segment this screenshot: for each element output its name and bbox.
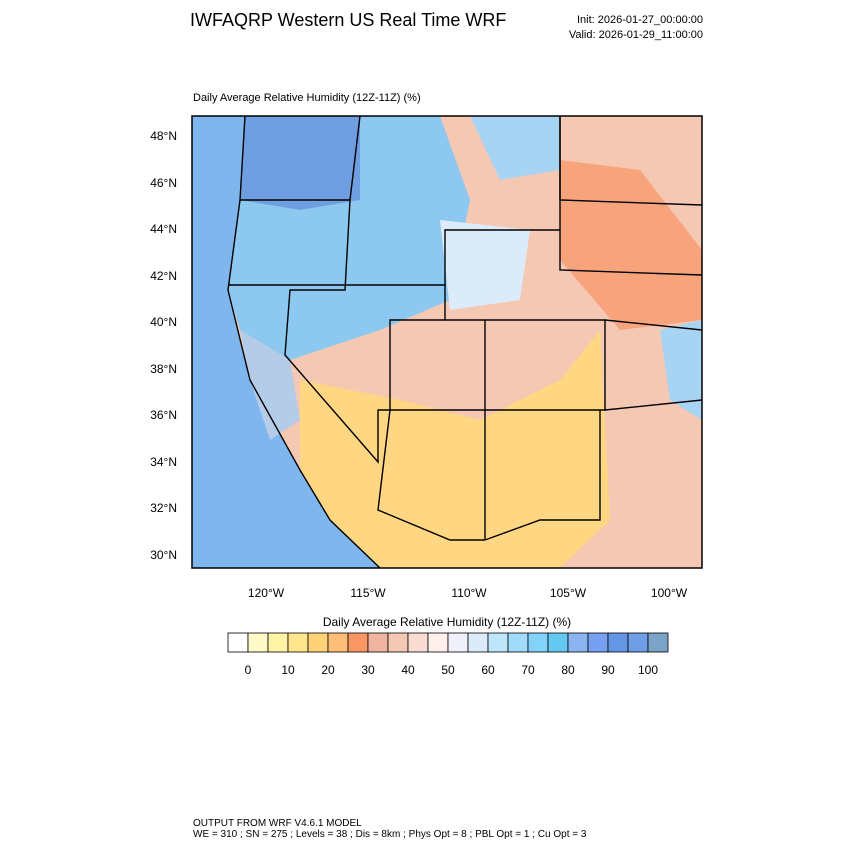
colorbar-title: Daily Average Relative Humidity (12Z-11Z…: [323, 615, 571, 629]
lat-label: 42°N: [150, 269, 177, 283]
humid-east: [660, 320, 702, 420]
map-title: Daily Average Relative Humidity (12Z-11Z…: [193, 92, 421, 104]
colorbar-box: [507, 632, 529, 653]
lat-label: 38°N: [150, 362, 177, 376]
colorbar-box: [287, 632, 309, 653]
colorbar: 0 10 20 30 40 50 60 70 80 90 100: [227, 632, 669, 677]
colorbar-label: 20: [321, 663, 335, 677]
lat-label: 48°N: [150, 129, 177, 143]
colorbar-label: 90: [601, 663, 615, 677]
lat-label: 34°N: [150, 455, 177, 469]
colorbar-box: [567, 632, 589, 653]
colorbar-label: 50: [441, 663, 455, 677]
california-valley: [240, 330, 300, 440]
colorbar-box: [607, 632, 629, 653]
colorbar-label: 100: [638, 663, 658, 677]
colorbar-label: 0: [245, 663, 252, 677]
map: [191, 115, 703, 569]
colorbar-box: [407, 632, 429, 653]
colorbar-label: 70: [521, 663, 535, 677]
colorbar-box: [267, 632, 289, 653]
dry-plains: [560, 160, 702, 330]
lat-label: 46°N: [150, 176, 177, 190]
colorbar-label: 30: [361, 663, 375, 677]
lat-labels: 48°N 46°N 44°N 42°N 40°N 38°N 36°N 34°N …: [150, 129, 177, 562]
lon-label: 115°W: [350, 586, 386, 600]
colorbar-label: 60: [481, 663, 495, 677]
colorbar-box: [327, 632, 349, 653]
colorbar-box: [547, 632, 569, 653]
colorbar-box: [307, 632, 329, 653]
colorbar-box: [427, 632, 449, 653]
montana-area: [470, 116, 560, 180]
colorbar-box: [627, 632, 649, 653]
state-borders: [227, 116, 702, 568]
colorbar-box: [647, 632, 669, 653]
colorbar-box: [227, 632, 249, 653]
lon-labels: 120°W 115°W 110°W 105°W 100°W: [248, 586, 688, 600]
valid-time: Valid: 2026-01-29_11:00:00: [569, 29, 703, 41]
colorbar-box: [587, 632, 609, 653]
title: IWFAQRP Western US Real Time WRF: [190, 10, 506, 30]
footer-line: WE = 310 ; SN = 275 ; Levels = 38 ; Dis …: [193, 829, 587, 840]
lat-label: 44°N: [150, 222, 177, 236]
colorbar-box: [487, 632, 509, 653]
colorbar-box: [387, 632, 409, 653]
lon-label: 110°W: [451, 586, 487, 600]
init-time: Init: 2026-01-27_00:00:00: [577, 14, 703, 26]
lat-label: 36°N: [150, 408, 177, 422]
lat-label: 30°N: [150, 548, 177, 562]
map-frame: [191, 115, 703, 569]
colorbar-label: 40: [401, 663, 415, 677]
lat-label: 32°N: [150, 501, 177, 515]
lon-label: 105°W: [550, 586, 587, 600]
colorbar-box: [447, 632, 469, 653]
humid-washington: [240, 116, 360, 210]
colorbar-label: 80: [561, 663, 575, 677]
lon-label: 120°W: [248, 586, 285, 600]
colorbar-box: [347, 632, 369, 653]
lon-label: 100°W: [651, 586, 688, 600]
footer-line: OUTPUT FROM WRF V4.6.1 MODEL: [193, 818, 362, 829]
colorbar-box: [527, 632, 549, 653]
colorbar-label: 10: [281, 663, 295, 677]
wyoming-basin: [440, 220, 530, 310]
colorbar-box: [367, 632, 389, 653]
lat-label: 40°N: [150, 315, 177, 329]
colorbar-box: [247, 632, 269, 653]
colorbar-box: [467, 632, 489, 653]
